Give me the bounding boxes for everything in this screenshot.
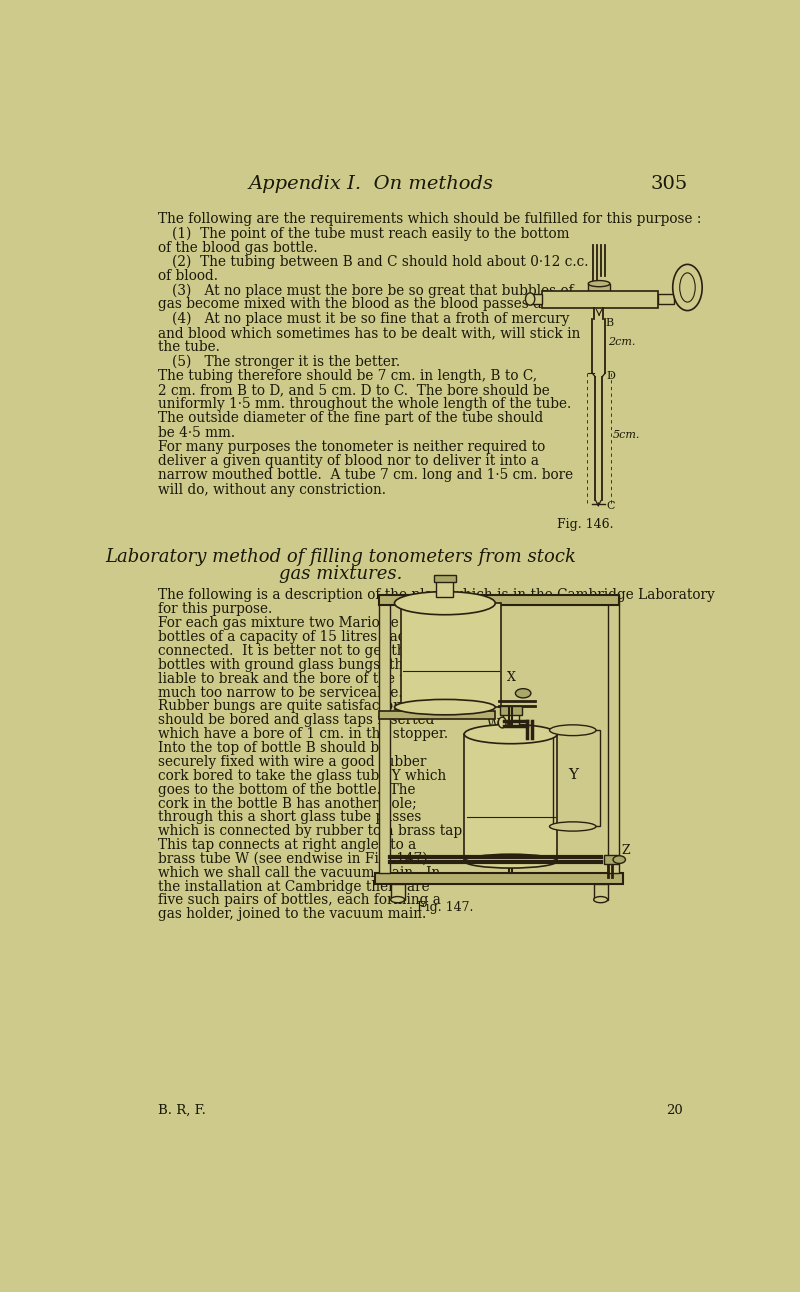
Bar (390, 884, 405, 899)
Ellipse shape (594, 897, 608, 903)
Text: The following is a description of the plant which is in the Cambridge Laboratory: The following is a description of the pl… (158, 588, 715, 602)
Text: bottles of a capacity of 15 litres each are: bottles of a capacity of 15 litres each … (158, 630, 442, 645)
Text: C: C (607, 501, 615, 510)
Text: B: B (489, 784, 502, 802)
Text: X: X (507, 671, 516, 683)
Text: B. R, F.: B. R, F. (158, 1103, 206, 1116)
Text: bottles with ground glass bungs, these are: bottles with ground glass bungs, these a… (158, 658, 454, 672)
Text: gas mixtures.: gas mixtures. (278, 565, 402, 583)
Text: Into the top of bottle B should be: Into the top of bottle B should be (158, 742, 387, 755)
Ellipse shape (673, 265, 702, 310)
Bar (379, 596, 390, 873)
Bar (379, 711, 495, 718)
Bar (604, 855, 618, 864)
Bar (375, 873, 623, 884)
Text: B: B (606, 318, 614, 327)
Text: For each gas mixture two Mariotte: For each gas mixture two Mariotte (158, 616, 399, 630)
Ellipse shape (680, 273, 695, 302)
Text: which we shall call the vacuum main.  In: which we shall call the vacuum main. In (158, 866, 440, 880)
Bar (436, 578, 454, 597)
Ellipse shape (613, 855, 626, 863)
Text: (4)   At no place must it be so fine that a froth of mercury: (4) At no place must it be so fine that … (172, 311, 570, 326)
Ellipse shape (464, 854, 558, 868)
Text: the installation at Cambridge there are: the installation at Cambridge there are (158, 880, 430, 894)
Text: 5cm.: 5cm. (613, 429, 641, 439)
Bar (554, 730, 600, 827)
Bar (530, 295, 542, 304)
Ellipse shape (390, 897, 405, 903)
Text: 2cm.: 2cm. (608, 337, 635, 348)
Text: Z: Z (622, 844, 630, 857)
Text: gas become mixed with the blood as the blood passes down.: gas become mixed with the blood as the b… (158, 297, 574, 311)
Bar (379, 596, 619, 605)
Text: brass tube W (see endwise in Fig. 147): brass tube W (see endwise in Fig. 147) (158, 851, 428, 866)
Ellipse shape (588, 280, 610, 287)
Text: Appendix I.  On methods: Appendix I. On methods (249, 174, 494, 193)
Text: (2)  The tubing between B and C should hold about 0·12 c.c.: (2) The tubing between B and C should ho… (172, 255, 589, 269)
Text: much too narrow to be serviceable.: much too narrow to be serviceable. (158, 686, 402, 699)
Text: The outside diameter of the fine part of the tube should: The outside diameter of the fine part of… (158, 411, 543, 425)
Ellipse shape (550, 822, 596, 831)
Text: (5)   The stronger it is the better.: (5) The stronger it is the better. (172, 354, 400, 368)
Text: This tap connects at right angles to a: This tap connects at right angles to a (158, 839, 416, 851)
Text: A: A (438, 634, 451, 652)
Text: uniformly 1·5 mm. throughout the whole length of the tube.: uniformly 1·5 mm. throughout the whole l… (158, 397, 571, 411)
Text: of the blood gas bottle.: of the blood gas bottle. (158, 240, 318, 255)
Text: through this a short glass tube passes: through this a short glass tube passes (158, 810, 422, 824)
Text: five such pairs of bottles, each forming a: five such pairs of bottles, each forming… (158, 894, 441, 907)
Text: of blood.: of blood. (158, 269, 218, 283)
Text: connected.  It is better not to get the: connected. It is better not to get the (158, 643, 414, 658)
Bar (658, 295, 674, 304)
Text: (1)  The point of the tube must reach easily to the bottom: (1) The point of the tube must reach eas… (172, 226, 570, 240)
Text: Laboratory method of filling tonometers from stock: Laboratory method of filling tonometers … (105, 548, 576, 566)
Bar (542, 291, 658, 307)
Bar (500, 705, 522, 714)
Text: D: D (606, 371, 615, 381)
Ellipse shape (526, 293, 534, 305)
Bar (588, 284, 610, 291)
Bar (464, 734, 558, 862)
Text: the tube.: the tube. (158, 340, 220, 354)
Text: for this purpose.: for this purpose. (158, 602, 272, 616)
Text: (3)   At no place must the bore be so great that bubbles of: (3) At no place must the bore be so grea… (172, 283, 574, 297)
Text: be 4·5 mm.: be 4·5 mm. (158, 425, 235, 439)
Text: liable to break and the bore of the taps is: liable to break and the bore of the taps… (158, 672, 445, 686)
Text: gas holder, joined to the vacuum main.: gas holder, joined to the vacuum main. (158, 907, 426, 921)
Ellipse shape (464, 725, 558, 744)
Text: Fig. 146.: Fig. 146. (558, 518, 614, 531)
Ellipse shape (394, 592, 495, 615)
Text: W: W (486, 717, 499, 730)
Text: deliver a given quantity of blood nor to deliver it into a: deliver a given quantity of blood nor to… (158, 455, 539, 468)
Text: The tubing therefore should be 7 cm. in length, B to C,: The tubing therefore should be 7 cm. in … (158, 368, 538, 382)
Ellipse shape (394, 699, 495, 714)
Text: securely fixed with wire a good rubber: securely fixed with wire a good rubber (158, 755, 426, 769)
Text: and blood which sometimes has to be dealt with, will stick in: and blood which sometimes has to be deal… (158, 326, 581, 340)
Ellipse shape (498, 717, 506, 727)
Text: Fig. 147.: Fig. 147. (417, 902, 473, 915)
Bar (594, 884, 608, 899)
Ellipse shape (550, 725, 596, 735)
Text: 20: 20 (666, 1103, 682, 1116)
Text: goes to the bottom of the bottle.  The: goes to the bottom of the bottle. The (158, 783, 416, 797)
Text: Y: Y (568, 767, 578, 782)
Text: Rubber bungs are quite satisfactory.  They: Rubber bungs are quite satisfactory. The… (158, 699, 452, 713)
Text: which have a bore of 1 cm. in the stopper.: which have a bore of 1 cm. in the stoppe… (158, 727, 448, 742)
Text: which is connected by rubber to a brass tap.: which is connected by rubber to a brass … (158, 824, 466, 839)
Ellipse shape (515, 689, 531, 698)
Text: narrow mouthed bottle.  A tube 7 cm. long and 1·5 cm. bore: narrow mouthed bottle. A tube 7 cm. long… (158, 469, 574, 482)
Bar (609, 596, 619, 873)
Text: 305: 305 (651, 174, 688, 193)
Text: should be bored and glass taps inserted: should be bored and glass taps inserted (158, 713, 434, 727)
Bar (434, 575, 456, 583)
Text: The following are the requirements which should be fulfilled for this purpose :: The following are the requirements which… (158, 212, 702, 226)
Text: cork bored to take the glass tube Y which: cork bored to take the glass tube Y whic… (158, 769, 446, 783)
Text: cork in the bottle B has another hole;: cork in the bottle B has another hole; (158, 796, 417, 810)
Text: For many purposes the tonometer is neither required to: For many purposes the tonometer is neith… (158, 441, 546, 453)
Text: 2 cm. from B to D, and 5 cm. D to C.  The bore should be: 2 cm. from B to D, and 5 cm. D to C. The… (158, 382, 550, 397)
Text: will do, without any constriction.: will do, without any constriction. (158, 483, 386, 496)
Bar (503, 711, 518, 726)
Bar (401, 603, 502, 707)
